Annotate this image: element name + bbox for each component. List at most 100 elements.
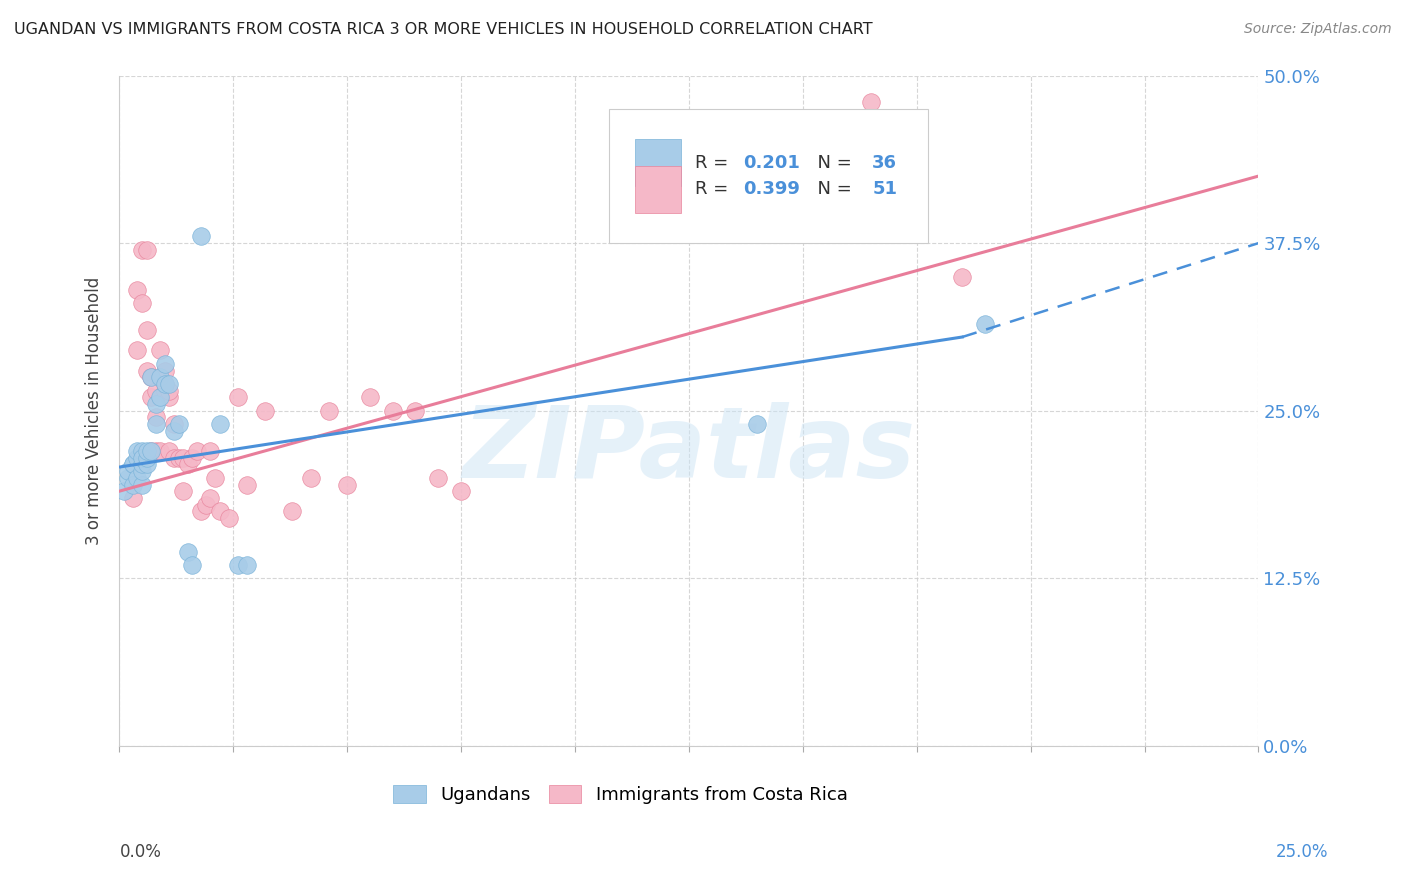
Point [208, 417, 231, 432]
Point [176, 458, 198, 472]
Point [163, 450, 186, 465]
Point [131, 450, 153, 465]
FancyBboxPatch shape [636, 139, 681, 186]
Point [141, 390, 163, 404]
Text: N =: N = [806, 180, 858, 199]
Point [135, 243, 157, 257]
Point [163, 424, 186, 438]
Text: 0.201: 0.201 [744, 153, 800, 171]
Point [299, 471, 322, 485]
Point [190, 504, 212, 518]
Text: R =: R = [695, 180, 734, 199]
Point [153, 376, 176, 391]
Point [200, 444, 222, 458]
Point [427, 471, 450, 485]
Point [218, 511, 240, 525]
Point [135, 363, 157, 377]
Point [153, 384, 176, 398]
Point [149, 370, 172, 384]
Point [149, 343, 172, 358]
FancyBboxPatch shape [636, 166, 681, 213]
Point [122, 458, 145, 472]
Point [204, 471, 226, 485]
Point [127, 444, 149, 458]
Point [747, 417, 769, 432]
Point [117, 464, 139, 478]
Point [186, 444, 208, 458]
Point [163, 417, 186, 432]
Point [254, 403, 277, 417]
Text: 0.0%: 0.0% [120, 843, 162, 861]
Text: N =: N = [806, 153, 858, 171]
Point [450, 484, 472, 499]
Point [141, 370, 163, 384]
Point [122, 458, 145, 472]
Point [112, 484, 135, 499]
Point [860, 95, 883, 110]
Point [127, 283, 149, 297]
Point [157, 384, 180, 398]
Y-axis label: 3 or more Vehicles in Household: 3 or more Vehicles in Household [86, 277, 103, 545]
Point [172, 450, 194, 465]
Point [226, 390, 249, 404]
Point [176, 544, 198, 558]
Point [135, 458, 157, 472]
Text: R =: R = [695, 153, 734, 171]
Point [181, 558, 204, 572]
Point [145, 417, 167, 432]
Point [145, 410, 167, 425]
Point [135, 323, 157, 337]
Point [135, 450, 157, 465]
Point [127, 471, 149, 485]
Point [336, 477, 359, 491]
Text: 0.399: 0.399 [744, 180, 800, 199]
Point [117, 471, 139, 485]
Text: 51: 51 [872, 180, 897, 199]
Point [181, 450, 204, 465]
Point [318, 403, 340, 417]
Point [157, 376, 180, 391]
Point [167, 417, 190, 432]
Point [131, 458, 153, 472]
Point [194, 498, 217, 512]
Point [145, 384, 167, 398]
Point [153, 376, 176, 391]
Point [157, 390, 180, 404]
Point [404, 403, 426, 417]
Point [190, 229, 212, 244]
Point [153, 363, 176, 377]
Point [131, 464, 153, 478]
Text: ZIPatlas: ZIPatlas [463, 402, 915, 500]
Point [153, 357, 176, 371]
Point [127, 450, 149, 465]
Point [145, 444, 167, 458]
Point [127, 343, 149, 358]
Point [131, 296, 153, 310]
Point [208, 504, 231, 518]
Point [141, 444, 163, 458]
Point [131, 477, 153, 491]
Point [141, 444, 163, 458]
Text: Source: ZipAtlas.com: Source: ZipAtlas.com [1244, 22, 1392, 37]
Point [141, 370, 163, 384]
Point [236, 558, 259, 572]
Point [226, 558, 249, 572]
Point [135, 444, 157, 458]
Point [145, 397, 167, 411]
Point [172, 484, 194, 499]
Point [200, 491, 222, 505]
Point [131, 243, 153, 257]
Text: UGANDAN VS IMMIGRANTS FROM COSTA RICA 3 OR MORE VEHICLES IN HOUSEHOLD CORRELATIO: UGANDAN VS IMMIGRANTS FROM COSTA RICA 3 … [14, 22, 873, 37]
Point [167, 450, 190, 465]
Point [950, 269, 973, 284]
Point [974, 317, 997, 331]
FancyBboxPatch shape [609, 109, 928, 244]
Point [149, 390, 172, 404]
Point [122, 491, 145, 505]
Legend: Ugandans, Immigrants from Costa Rica: Ugandans, Immigrants from Costa Rica [394, 785, 848, 804]
Point [131, 444, 153, 458]
Point [122, 477, 145, 491]
Point [359, 390, 381, 404]
Point [149, 444, 172, 458]
Text: 36: 36 [872, 153, 897, 171]
